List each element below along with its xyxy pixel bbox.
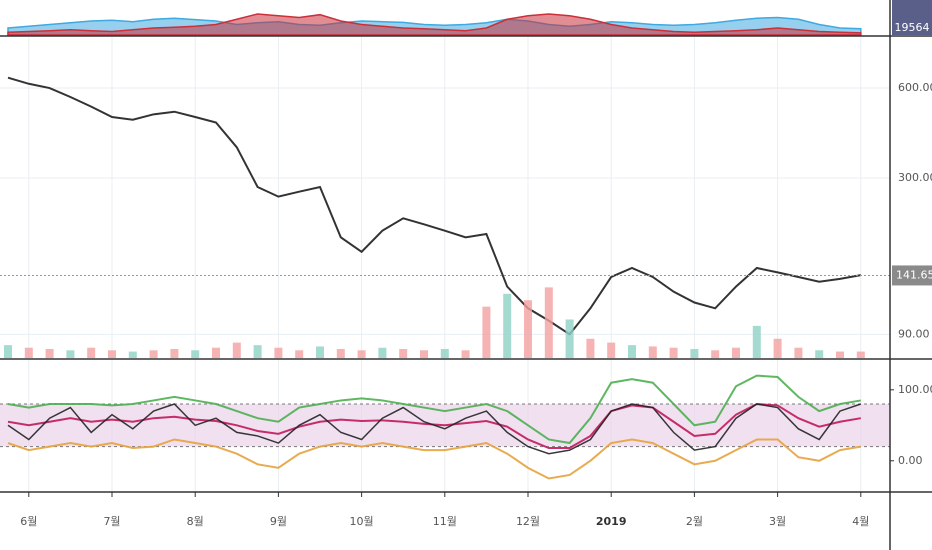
volume-bar [420, 350, 428, 358]
volume-bar [232, 342, 241, 358]
volume-bar [628, 345, 636, 358]
volume-bar [295, 350, 304, 358]
volume-bar [24, 347, 33, 358]
y-tick-label: 300.00 [898, 171, 932, 184]
volume-bar [586, 338, 595, 358]
x-tick-label: 10월 [350, 515, 374, 528]
volume-bar [565, 319, 574, 358]
x-tick-label: 7월 [103, 515, 120, 528]
volume-bar [856, 351, 865, 358]
y-tick-label: 100.00 [898, 383, 932, 396]
x-tick-label: 6월 [20, 515, 37, 528]
x-tick-label: 11월 [433, 515, 457, 528]
volume-bar [544, 287, 553, 358]
volume-bar [752, 325, 761, 358]
x-tick-label: 3월 [769, 515, 786, 528]
x-tick-label: 8월 [187, 515, 204, 528]
volume-bar [773, 338, 782, 358]
volume-bar [711, 350, 720, 358]
volume-bar [461, 350, 470, 358]
volume-bar [316, 346, 324, 358]
last-price-label: 141.65 [896, 268, 932, 281]
volume-bar [191, 350, 200, 358]
volume-bar [607, 342, 616, 358]
volume-bar [108, 350, 116, 358]
volume-bar [274, 347, 283, 358]
volume-bar [336, 349, 345, 358]
x-tick-label: 12월 [516, 515, 540, 528]
area [7, 13, 862, 36]
volume-bar [794, 347, 803, 358]
current-label-box [892, 0, 932, 35]
x-tick-label: 2019 [596, 515, 627, 528]
volume-bar [87, 347, 96, 358]
y-tick-label: 600.00 [898, 81, 932, 94]
volume-bar [503, 293, 512, 358]
volume-bar [440, 349, 449, 358]
volume-bar [669, 347, 678, 358]
volume-bar [482, 306, 491, 358]
oscillator-line [7, 403, 862, 455]
volume-bar [732, 347, 740, 358]
volume-bar [815, 350, 824, 358]
volume-bar [149, 350, 158, 358]
volume-bar [253, 345, 262, 358]
x-tick-label: 2월 [686, 515, 703, 528]
volume-bar [212, 347, 220, 358]
y-tick-label: 90.00 [898, 327, 930, 340]
volume-bar [648, 346, 657, 358]
volume-bar [357, 350, 366, 358]
x-tick-label: 4월 [852, 515, 869, 528]
oscillator-line [7, 438, 861, 480]
x-tick-label: 9월 [270, 515, 287, 528]
current-label: 19564 [895, 21, 930, 34]
y-tick-label: 0.00 [898, 454, 923, 467]
volume-bar [170, 349, 179, 358]
volume-bar [524, 300, 532, 358]
volume-bar [378, 347, 387, 358]
last-price-box [892, 265, 932, 286]
volume-bar [45, 349, 54, 358]
volume-bar [836, 351, 844, 358]
volume-bar [4, 345, 12, 358]
volume-bar [399, 349, 408, 358]
price-line [7, 76, 861, 336]
volume-bar [128, 351, 137, 358]
volume-bar [66, 350, 75, 358]
oscillator-line [7, 374, 861, 445]
volume-bar [690, 349, 699, 358]
